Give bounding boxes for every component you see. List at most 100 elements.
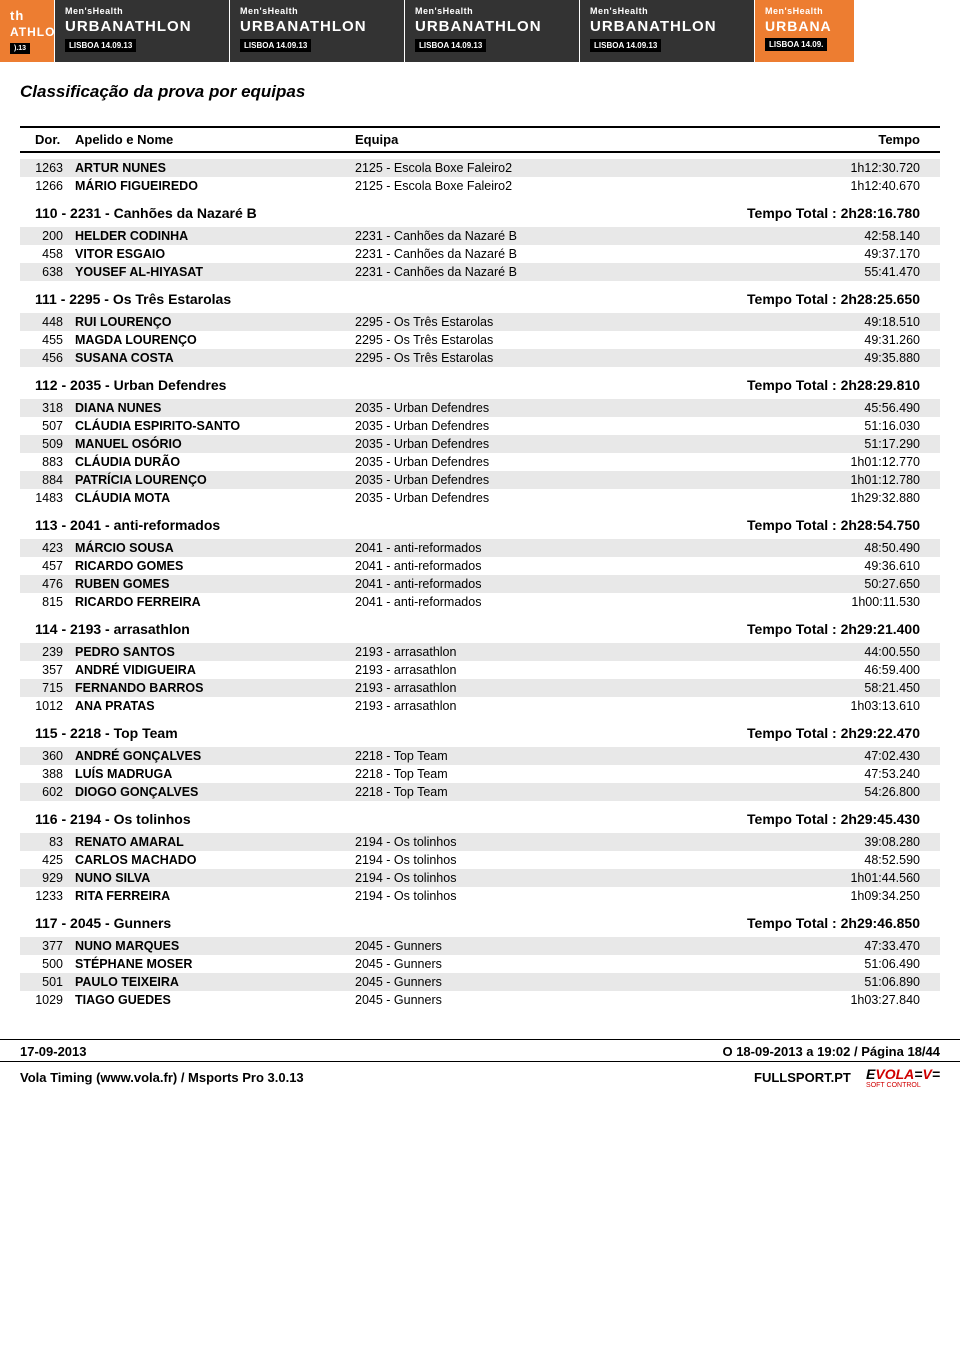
cell-nome: NUNO MARQUES	[75, 939, 355, 953]
cell-equipa: 2231 - Canhões da Nazaré B	[355, 247, 790, 261]
cell-equipa: 2045 - Gunners	[355, 939, 790, 953]
table-row: 602DIOGO GONÇALVES2218 - Top Team54:26.8…	[20, 783, 940, 801]
table-row: 476RUBEN GOMES2041 - anti-reformados50:2…	[20, 575, 940, 593]
cell-tempo: 42:58.140	[790, 229, 940, 243]
cell-dor: 388	[20, 767, 75, 781]
cell-tempo: 49:18.510	[790, 315, 940, 329]
group-total: Tempo Total : 2h28:25.650	[747, 291, 940, 307]
cell-nome: HELDER CODINHA	[75, 229, 355, 243]
group-total: Tempo Total : 2h28:29.810	[747, 377, 940, 393]
cell-equipa: 2041 - anti-reformados	[355, 541, 790, 555]
cell-dor: 883	[20, 455, 75, 469]
cell-nome: ANDRÉ VIDIGUEIRA	[75, 663, 355, 677]
cell-equipa: 2194 - Os tolinhos	[355, 871, 790, 885]
cell-nome: YOUSEF AL-HIYASAT	[75, 265, 355, 279]
cell-tempo: 45:56.490	[790, 401, 940, 415]
group-header: 115 - 2218 - Top TeamTempo Total : 2h29:…	[20, 715, 940, 747]
table-row: 500STÉPHANE MOSER2045 - Gunners51:06.490	[20, 955, 940, 973]
group-header: 114 - 2193 - arrasathlonTempo Total : 2h…	[20, 611, 940, 643]
cell-nome: NUNO SILVA	[75, 871, 355, 885]
table-row: 388LUÍS MADRUGA2218 - Top Team47:53.240	[20, 765, 940, 783]
cell-tempo: 47:53.240	[790, 767, 940, 781]
cell-equipa: 2218 - Top Team	[355, 767, 790, 781]
cell-equipa: 2045 - Gunners	[355, 957, 790, 971]
cell-equipa: 2194 - Os tolinhos	[355, 889, 790, 903]
col-nome: Apelido e Nome	[75, 132, 355, 147]
col-dor: Dor.	[20, 132, 75, 147]
footer-timing: Vola Timing (www.vola.fr) / Msports Pro …	[20, 1070, 304, 1085]
cell-dor: 425	[20, 853, 75, 867]
cell-tempo: 48:52.590	[790, 853, 940, 867]
cell-dor: 357	[20, 663, 75, 677]
cell-equipa: 2295 - Os Três Estarolas	[355, 351, 790, 365]
cell-tempo: 1h01:44.560	[790, 871, 940, 885]
cell-tempo: 54:26.800	[790, 785, 940, 799]
cell-nome: CLÁUDIA DURÃO	[75, 455, 355, 469]
col-equipa: Equipa	[355, 132, 790, 147]
cell-nome: MAGDA LOURENÇO	[75, 333, 355, 347]
cell-nome: PAULO TEIXEIRA	[75, 975, 355, 989]
group-total: Tempo Total : 2h29:46.850	[747, 915, 940, 931]
cell-equipa: 2035 - Urban Defendres	[355, 401, 790, 415]
cell-equipa: 2194 - Os tolinhos	[355, 835, 790, 849]
cell-equipa: 2041 - anti-reformados	[355, 595, 790, 609]
banner-tile: Men'sHealth URBANATHLON LISBOA 14.09.13	[405, 0, 580, 62]
cell-nome: LUÍS MADRUGA	[75, 767, 355, 781]
cell-dor: 815	[20, 595, 75, 609]
results-content: 1263ARTUR NUNES2125 - Escola Boxe Faleir…	[20, 159, 940, 1009]
cell-dor: 200	[20, 229, 75, 243]
cell-nome: RITA FERREIRA	[75, 889, 355, 903]
cell-equipa: 2035 - Urban Defendres	[355, 491, 790, 505]
cell-tempo: 1h29:32.880	[790, 491, 940, 505]
cell-nome: CLÁUDIA ESPIRITO-SANTO	[75, 419, 355, 433]
table-row: 377NUNO MARQUES2045 - Gunners47:33.470	[20, 937, 940, 955]
table-row: 200HELDER CODINHA2231 - Canhões da Nazar…	[20, 227, 940, 245]
cell-dor: 360	[20, 749, 75, 763]
cell-equipa: 2035 - Urban Defendres	[355, 473, 790, 487]
table-row: 360ANDRÉ GONÇALVES2218 - Top Team47:02.4…	[20, 747, 940, 765]
group-name: 110 - 2231 - Canhões da Nazaré B	[35, 205, 747, 221]
cell-dor: 929	[20, 871, 75, 885]
cell-equipa: 2193 - arrasathlon	[355, 699, 790, 713]
cell-equipa: 2295 - Os Três Estarolas	[355, 333, 790, 347]
cell-equipa: 2218 - Top Team	[355, 749, 790, 763]
cell-equipa: 2193 - arrasathlon	[355, 645, 790, 659]
cell-tempo: 49:35.880	[790, 351, 940, 365]
cell-tempo: 51:06.890	[790, 975, 940, 989]
table-row: 883CLÁUDIA DURÃO2035 - Urban Defendres1h…	[20, 453, 940, 471]
cell-nome: TIAGO GUEDES	[75, 993, 355, 1007]
cell-nome: STÉPHANE MOSER	[75, 957, 355, 971]
cell-dor: 456	[20, 351, 75, 365]
group-name: 114 - 2193 - arrasathlon	[35, 621, 747, 637]
cell-equipa: 2035 - Urban Defendres	[355, 419, 790, 433]
cell-nome: ARTUR NUNES	[75, 161, 355, 175]
table-row: 815RICARDO FERREIRA2041 - anti-reformado…	[20, 593, 940, 611]
table-row: 448RUI LOURENÇO2295 - Os Três Estarolas4…	[20, 313, 940, 331]
group-name: 117 - 2045 - Gunners	[35, 915, 747, 931]
table-row: 501PAULO TEIXEIRA2045 - Gunners51:06.890	[20, 973, 940, 991]
cell-tempo: 1h12:30.720	[790, 161, 940, 175]
group-name: 112 - 2035 - Urban Defendres	[35, 377, 747, 393]
cell-tempo: 1h03:27.840	[790, 993, 940, 1007]
cell-dor: 602	[20, 785, 75, 799]
cell-dor: 239	[20, 645, 75, 659]
cell-nome: RUBEN GOMES	[75, 577, 355, 591]
cell-equipa: 2231 - Canhões da Nazaré B	[355, 265, 790, 279]
column-header: Dor. Apelido e Nome Equipa Tempo	[20, 126, 940, 153]
table-row: 457RICARDO GOMES2041 - anti-reformados49…	[20, 557, 940, 575]
banner-tile: Men'sHealth URBANA LISBOA 14.09.	[755, 0, 855, 62]
cell-equipa: 2125 - Escola Boxe Faleiro2	[355, 161, 790, 175]
cell-tempo: 1h00:11.530	[790, 595, 940, 609]
cell-dor: 638	[20, 265, 75, 279]
cell-tempo: 51:06.490	[790, 957, 940, 971]
table-row: 423MÁRCIO SOUSA2041 - anti-reformados48:…	[20, 539, 940, 557]
table-row: 425CARLOS MACHADO2194 - Os tolinhos48:52…	[20, 851, 940, 869]
group-header: 116 - 2194 - Os tolinhosTempo Total : 2h…	[20, 801, 940, 833]
group-header: 110 - 2231 - Canhões da Nazaré BTempo To…	[20, 195, 940, 227]
group-header: 112 - 2035 - Urban DefendresTempo Total …	[20, 367, 940, 399]
cell-nome: DIANA NUNES	[75, 401, 355, 415]
cell-nome: SUSANA COSTA	[75, 351, 355, 365]
footer: 17-09-2013 O 18-09-2013 a 19:02 / Página…	[0, 1039, 960, 1061]
cell-tempo: 51:16.030	[790, 419, 940, 433]
group-name: 111 - 2295 - Os Três Estarolas	[35, 291, 747, 307]
